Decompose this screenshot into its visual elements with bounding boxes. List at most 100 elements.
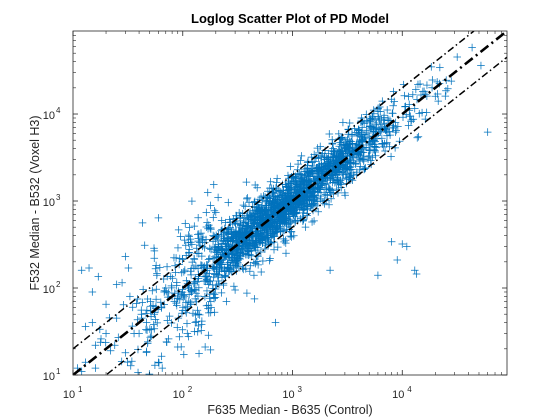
scatter-point — [158, 364, 167, 372]
scatter-point — [285, 181, 294, 190]
scatter-point — [194, 237, 203, 245]
scatter-point — [213, 246, 222, 255]
scatter-point — [202, 223, 211, 231]
scatter-point — [148, 286, 157, 295]
scatter-point — [415, 109, 424, 118]
scatter-point — [326, 266, 334, 275]
scatter-point — [180, 267, 188, 276]
scatter-point — [192, 262, 200, 270]
scatter-point — [416, 80, 424, 88]
scatter-point — [281, 239, 290, 247]
scatter-point — [243, 194, 252, 202]
scatter-point — [279, 227, 287, 235]
scatter-point — [174, 244, 182, 252]
scatter-point — [85, 264, 93, 272]
scatter-point — [191, 318, 200, 327]
scatter-point — [81, 322, 90, 331]
scatter-point — [160, 300, 168, 309]
scatter-point — [374, 105, 382, 113]
scatter-point — [362, 126, 371, 134]
scatter-point — [328, 171, 337, 180]
scatter-point — [130, 329, 138, 338]
scatter-point — [246, 261, 255, 270]
scatter-point — [311, 200, 319, 208]
scatter-point — [175, 332, 184, 341]
scatter-point — [286, 162, 295, 171]
scatter-point — [163, 263, 171, 271]
scatter-point — [289, 211, 298, 219]
scatter-point — [410, 104, 419, 113]
scatter-point — [193, 277, 202, 286]
scatter-point — [308, 218, 316, 226]
scatter-point — [332, 152, 341, 160]
reference-line-identity — [73, 31, 507, 375]
scatter-point — [172, 278, 181, 287]
scatter-point — [225, 267, 234, 275]
scatter-point — [217, 216, 226, 225]
scatter-point — [132, 299, 141, 308]
scatter-point — [232, 211, 240, 220]
scatter-point — [252, 203, 261, 212]
scatter-point — [153, 319, 162, 327]
scatter-point — [206, 201, 215, 210]
scatter-point — [201, 343, 209, 351]
scatter-point — [246, 215, 255, 224]
scatter-point — [314, 154, 323, 163]
scatter-point — [170, 253, 178, 262]
scatter-point — [386, 131, 394, 139]
scatter-point — [306, 203, 315, 211]
scatter-point — [247, 247, 256, 255]
scatter-point — [308, 192, 317, 201]
scatter-point — [384, 115, 392, 123]
scatter-point — [434, 97, 443, 105]
scatter-point — [175, 295, 184, 304]
scatter-point — [121, 348, 130, 357]
y-tick-exponent: 3 — [56, 193, 61, 202]
scatter-point — [338, 175, 347, 183]
scatter-point — [194, 310, 202, 318]
scatter-point — [204, 255, 213, 264]
scatter-point — [155, 359, 163, 367]
scatter-point — [355, 127, 364, 135]
scatter-point — [96, 338, 105, 347]
scatter-point — [119, 300, 128, 309]
scatter-point — [314, 207, 322, 216]
scatter-point — [252, 214, 261, 222]
scatter-point — [257, 268, 266, 276]
scatter-point — [353, 131, 362, 140]
scatter-point — [355, 139, 364, 147]
scatter-point — [186, 238, 195, 247]
scatter-point — [91, 341, 100, 350]
scatter-point — [412, 85, 420, 94]
scatter-point — [372, 143, 381, 152]
scatter-point — [337, 146, 345, 155]
scatter-point — [272, 200, 281, 209]
scatter-point — [349, 171, 358, 179]
scatter-point — [223, 263, 232, 272]
scatter-point — [251, 238, 259, 246]
scatter-point — [237, 221, 245, 230]
scatter-point — [272, 178, 281, 187]
scatter-point — [221, 218, 230, 227]
scatter-point — [236, 230, 245, 239]
scatter-point — [214, 277, 222, 285]
scatter-point — [231, 220, 240, 228]
scatter-point — [228, 234, 236, 243]
scatter-point — [383, 131, 391, 140]
scatter-point — [182, 251, 191, 260]
scatter-point — [97, 335, 105, 343]
scatter-point — [453, 53, 461, 61]
scatter-point — [331, 178, 339, 187]
scatter-point — [259, 213, 268, 222]
scatter-point — [314, 188, 323, 197]
scatter-point — [321, 160, 330, 169]
scatter-point — [428, 76, 437, 84]
scatter-point — [279, 235, 288, 243]
scatter-point — [286, 179, 295, 188]
scatter-point — [325, 186, 334, 194]
scatter-point — [137, 310, 146, 318]
scatter-point — [259, 257, 267, 265]
scatter-point — [230, 282, 238, 291]
scatter-point — [303, 204, 312, 213]
scatter-point — [207, 245, 215, 254]
